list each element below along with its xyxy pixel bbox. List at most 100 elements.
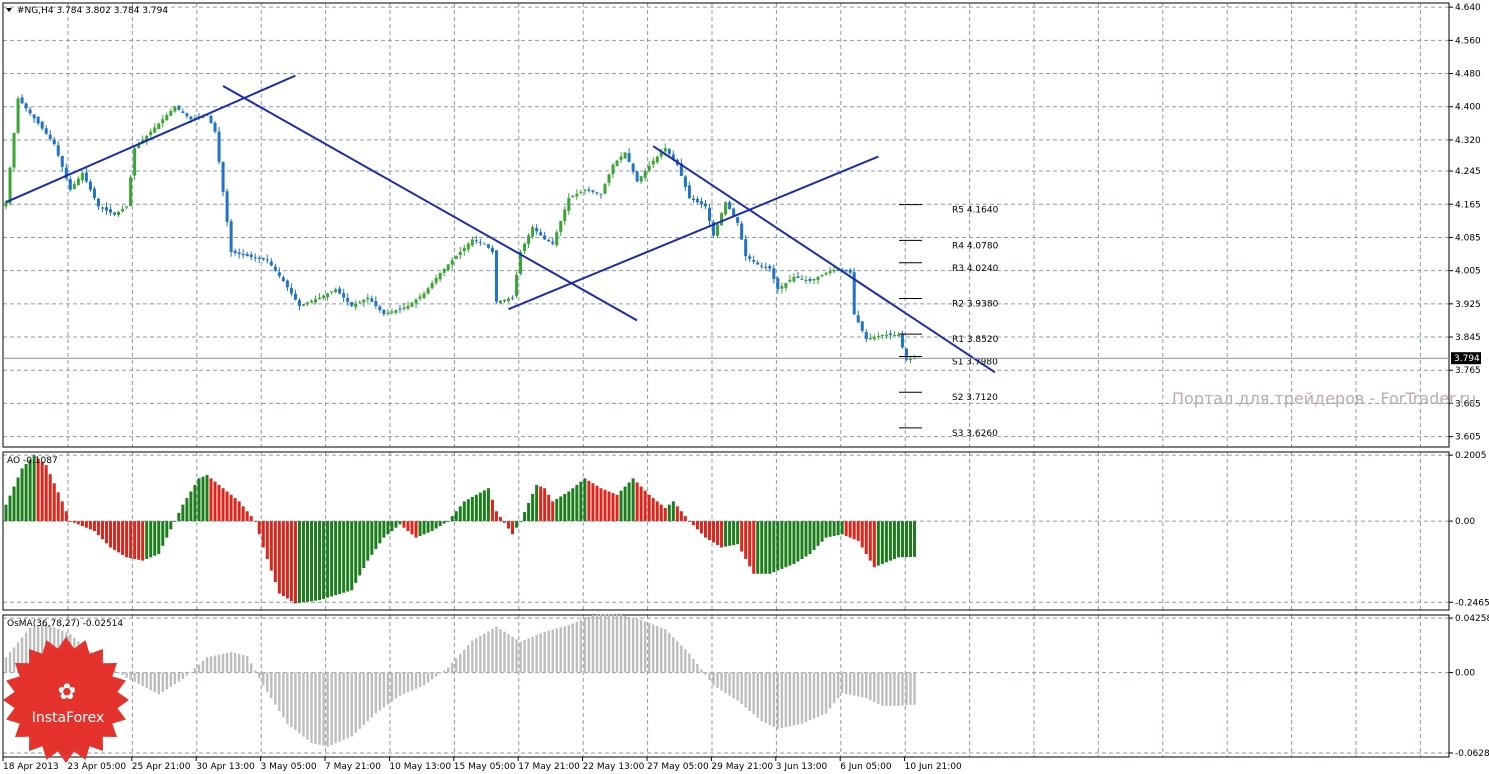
- candle-body: [36, 116, 40, 124]
- osma-bar: [350, 672, 353, 737]
- ao-bar: [378, 521, 382, 544]
- ao-bar: [245, 511, 249, 522]
- candle-body: [105, 207, 108, 211]
- osma-bar: [250, 663, 253, 673]
- pivot-label: R2 3.9380: [952, 299, 999, 309]
- candle-body: [121, 209, 125, 212]
- osma-bar: [475, 638, 478, 673]
- candle-body: [366, 297, 370, 300]
- osma-bar: [24, 632, 28, 673]
- chart-menu-triangle-icon[interactable]: [6, 8, 12, 12]
- ao-bar: [575, 484, 579, 522]
- candle-body: [157, 123, 161, 130]
- candle-body: [515, 274, 519, 297]
- current-price-box: [1451, 352, 1481, 365]
- ao-bar: [96, 521, 100, 536]
- ao-bar: [382, 521, 386, 538]
- ao-bar: [494, 511, 498, 522]
- candle-body: [269, 261, 273, 266]
- ao-bar: [366, 521, 370, 561]
- ao-bar: [386, 521, 390, 535]
- osma-bar: [832, 672, 836, 704]
- y-tick-label: 4.085: [1455, 233, 1481, 243]
- candle-body: [330, 291, 334, 293]
- osma-bar: [752, 672, 755, 715]
- osma-bar: [225, 652, 229, 673]
- osma-bar: [700, 669, 703, 673]
- ao-bar: [24, 464, 28, 522]
- osma-bar: [672, 637, 675, 673]
- candle-body: [149, 131, 153, 136]
- candle-body: [24, 103, 28, 109]
- osma-bar: [591, 615, 595, 673]
- ao-bar: [229, 494, 233, 522]
- logo-badge-icon: [3, 637, 129, 763]
- candle-body: [720, 213, 724, 226]
- osma-bar: [776, 672, 780, 729]
- ao-bar: [828, 521, 832, 537]
- ao-bar: [687, 521, 691, 522]
- ao-bar: [390, 521, 394, 531]
- ao-bar: [209, 478, 213, 522]
- osma-bar: [579, 620, 583, 673]
- ao-bar: [900, 521, 904, 558]
- ao-bar: [748, 521, 752, 567]
- candle-body: [185, 113, 189, 117]
- ao-bar: [551, 501, 555, 522]
- ao-bar: [394, 521, 398, 528]
- candle-body: [764, 266, 768, 268]
- ao-bar: [643, 490, 647, 522]
- ao-bar: [157, 521, 161, 555]
- ao-bar: [683, 516, 687, 522]
- panel-frame: [2, 2, 1450, 448]
- candle-body: [699, 201, 703, 205]
- y-tick-label: 4.165: [1455, 200, 1481, 210]
- osma-bar: [209, 656, 213, 673]
- candle-body: [181, 111, 185, 113]
- osma-bar: [660, 627, 663, 673]
- ao-bar: [595, 485, 599, 522]
- candle-body: [84, 172, 88, 182]
- ao-bar: [12, 486, 16, 522]
- candle-body: [354, 303, 358, 308]
- current-price-label: 3.794: [1454, 354, 1480, 364]
- candle-body: [824, 272, 828, 275]
- ao-bar: [639, 486, 643, 522]
- osma-bar: [165, 672, 168, 690]
- osma-bar: [370, 672, 374, 718]
- osma-bar: [145, 672, 148, 689]
- ao-bar: [720, 521, 724, 548]
- candle-body: [788, 279, 792, 282]
- osma-bar: [326, 672, 329, 747]
- osma-bar: [816, 672, 820, 717]
- ao-bar: [691, 521, 695, 526]
- ao-bar: [599, 488, 603, 522]
- ao-bar: [80, 521, 84, 527]
- candle-body: [539, 232, 543, 236]
- osma-bar: [237, 654, 241, 673]
- candle-body: [350, 302, 354, 306]
- candle-body: [880, 334, 884, 336]
- ao-bar: [161, 521, 165, 546]
- osma-bar: [567, 625, 570, 673]
- osma-bar: [865, 672, 868, 699]
- ao-bar: [824, 521, 828, 538]
- candle-body: [370, 298, 374, 302]
- ao-bar: [438, 521, 442, 527]
- osma-bar: [233, 653, 237, 673]
- ao-bar: [864, 521, 868, 555]
- pivot-label: R3 4.0240: [952, 264, 999, 274]
- candle-body: [261, 257, 265, 260]
- candle-body: [736, 217, 740, 223]
- candle-body: [535, 227, 539, 232]
- candle-body: [683, 176, 687, 187]
- osma-bar: [519, 641, 522, 673]
- ao-bar: [671, 501, 675, 522]
- ao-bar: [539, 486, 543, 522]
- candle-body: [322, 295, 326, 298]
- candle-body: [434, 277, 438, 283]
- ao-bar: [84, 521, 88, 528]
- trendlines[interactable]: [5, 74, 996, 374]
- candle-body: [92, 188, 96, 199]
- ao-bar: [273, 521, 277, 583]
